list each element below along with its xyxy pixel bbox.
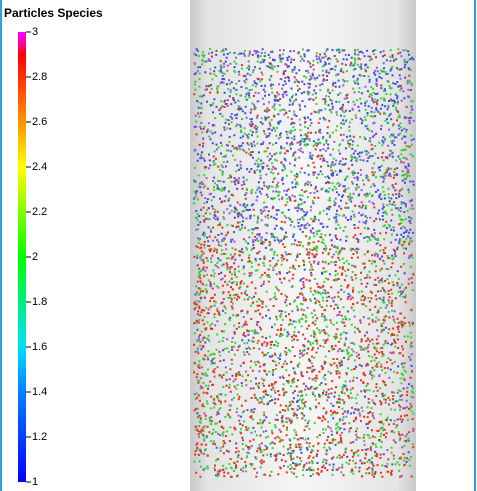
particle-group — [193, 48, 415, 477]
tick-label: 1.2 — [32, 431, 47, 443]
tick-label: 2.2 — [32, 206, 47, 218]
particles — [193, 48, 415, 478]
particle-group — [193, 48, 415, 478]
tick-label: 1.4 — [32, 386, 47, 398]
tick-label: 3 — [32, 26, 38, 38]
tick-label: 1.8 — [32, 296, 47, 308]
tick-label: 2.8 — [32, 71, 47, 83]
tick-label: 1 — [32, 476, 38, 488]
tick-label: 2.6 — [32, 116, 47, 128]
tick-label: 2.4 — [32, 161, 47, 173]
colorbar-title: Particles Species — [4, 6, 103, 20]
tick-label: 2 — [32, 251, 38, 263]
tick-label: 1.6 — [32, 341, 47, 353]
colorbar — [18, 32, 26, 482]
